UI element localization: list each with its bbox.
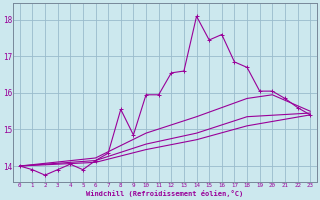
X-axis label: Windchill (Refroidissement éolien,°C): Windchill (Refroidissement éolien,°C)	[86, 190, 244, 197]
